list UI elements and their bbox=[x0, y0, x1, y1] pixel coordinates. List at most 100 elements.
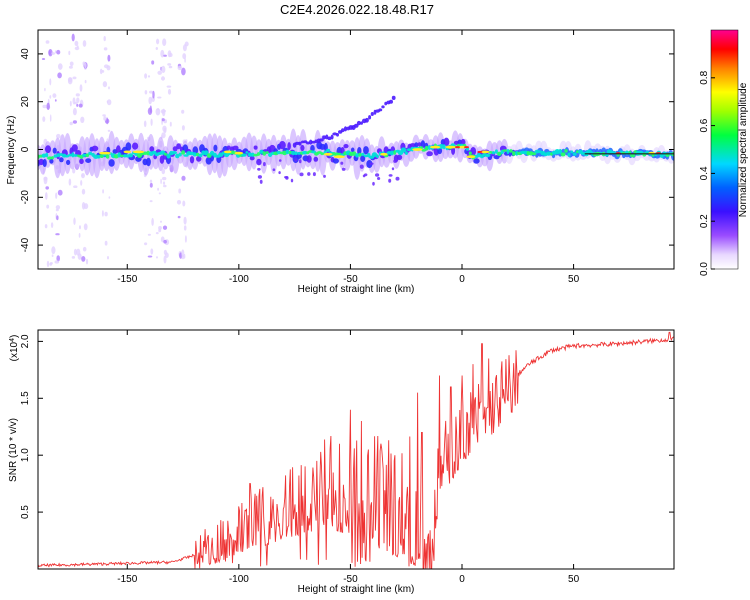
noise-blob bbox=[43, 176, 48, 185]
band-core bbox=[491, 151, 496, 155]
noise-blob bbox=[103, 47, 108, 51]
snr-multiplier-close: ) bbox=[9, 335, 20, 338]
band-core bbox=[389, 150, 394, 156]
scatter-blob bbox=[257, 175, 262, 179]
noise-blob bbox=[72, 120, 77, 124]
band-blob bbox=[493, 155, 500, 160]
band-core bbox=[494, 149, 498, 154]
noise-blob bbox=[55, 233, 60, 236]
heatmap-panel: -150 -100 -50 0 50 -40 -20 0 20 40 Height of str… bbox=[6, 29, 675, 295]
branch-blob bbox=[370, 112, 374, 116]
band-core bbox=[85, 153, 90, 158]
band-blob bbox=[360, 155, 366, 163]
branch-blob bbox=[327, 136, 332, 141]
band-blob bbox=[313, 156, 319, 162]
band-hot-yellow bbox=[380, 152, 388, 156]
scatter-blob bbox=[278, 159, 282, 162]
noise-blob bbox=[56, 133, 61, 139]
band-blob bbox=[414, 142, 419, 148]
band-blob bbox=[279, 141, 286, 150]
noise-blob bbox=[49, 114, 52, 122]
band-blob bbox=[253, 145, 258, 150]
noise-blob bbox=[147, 233, 151, 236]
noise-blob bbox=[107, 54, 111, 62]
band-core bbox=[159, 150, 166, 155]
snr-x-tick-label: 0 bbox=[459, 574, 465, 585]
noise-blob bbox=[181, 67, 186, 76]
colorbar: 0.0 0.2 0.4 0.6 0.8 Normalized spectral ampl… bbox=[699, 29, 749, 276]
branch-blob bbox=[298, 141, 302, 146]
noise-blob bbox=[103, 36, 106, 42]
band-core bbox=[502, 149, 508, 152]
noise-blob bbox=[181, 175, 186, 181]
branch-blob bbox=[319, 138, 324, 142]
noise-blob bbox=[168, 53, 173, 57]
noise-blob bbox=[44, 87, 46, 92]
noise-blob bbox=[143, 120, 147, 128]
band-core bbox=[326, 148, 331, 153]
band-hot-yellow bbox=[123, 150, 132, 154]
noise-blob bbox=[161, 65, 166, 73]
noise-blob bbox=[68, 50, 71, 56]
noise-blob bbox=[80, 180, 83, 186]
band-core bbox=[45, 152, 49, 158]
band-hot-yellow bbox=[223, 150, 232, 154]
noise-blob bbox=[81, 202, 86, 210]
noise-blob bbox=[103, 64, 109, 69]
band-blob bbox=[146, 157, 151, 167]
colorbar-tick-label: 0.6 bbox=[699, 118, 710, 132]
noise-blob bbox=[162, 125, 167, 132]
noise-blob bbox=[106, 117, 108, 125]
band-core bbox=[68, 153, 72, 157]
noise-blob bbox=[51, 246, 56, 255]
noise-blob bbox=[102, 81, 108, 88]
band-core bbox=[297, 152, 301, 155]
noise-blob bbox=[160, 49, 165, 58]
heatmap-y-ticks: -40 -20 0 20 40 bbox=[20, 48, 674, 252]
noise-blob bbox=[104, 240, 108, 246]
band-blob bbox=[159, 155, 165, 164]
noise-blob bbox=[83, 223, 88, 231]
band-core bbox=[526, 151, 530, 156]
noise-blob bbox=[167, 63, 172, 66]
colorbar-tick-label: 0.0 bbox=[699, 262, 710, 276]
noise-blob bbox=[57, 189, 63, 196]
noise-blob bbox=[163, 255, 167, 264]
band-core bbox=[572, 152, 577, 156]
band-blob bbox=[213, 144, 218, 152]
colorbar-ticks: 0.0 0.2 0.4 0.6 0.8 bbox=[699, 70, 715, 276]
noise-blob bbox=[81, 256, 86, 262]
snr-y-tick-label: 2.0 bbox=[20, 334, 31, 348]
band-blob bbox=[396, 154, 403, 160]
noise-blob bbox=[80, 116, 85, 124]
branch-blob bbox=[364, 117, 369, 123]
branch-blob bbox=[309, 139, 313, 145]
noise-blob bbox=[68, 178, 72, 186]
band-blob bbox=[108, 159, 115, 167]
band-blob bbox=[417, 142, 422, 147]
noise-blob bbox=[162, 181, 166, 185]
noise-blob bbox=[41, 58, 46, 60]
snr-multiplier-base: (x10 bbox=[9, 341, 20, 361]
noise-blob bbox=[45, 192, 48, 200]
band-core bbox=[181, 150, 186, 155]
band-core bbox=[406, 148, 413, 152]
band-core bbox=[241, 153, 247, 157]
branch-blob bbox=[341, 128, 345, 133]
scatter-blob bbox=[312, 172, 316, 177]
noise-blob bbox=[71, 256, 76, 259]
heatmap-x-tick-label: 50 bbox=[568, 274, 580, 285]
band-blob bbox=[287, 142, 291, 151]
noise-blob bbox=[57, 72, 62, 79]
noise-blob bbox=[177, 215, 181, 219]
heatmap-x-tick-label: -50 bbox=[343, 274, 358, 285]
noise-blob bbox=[152, 90, 155, 99]
snr-x-tick-label: -50 bbox=[343, 574, 358, 585]
noise-blob bbox=[46, 102, 50, 111]
scatter-blob bbox=[393, 159, 398, 163]
snr-y-ticks: 0.5 1.0 1.5 2.0 bbox=[20, 334, 674, 519]
noise-blob bbox=[151, 217, 154, 226]
noise-blob bbox=[160, 220, 162, 223]
noise-blob bbox=[166, 85, 172, 88]
noise-blob bbox=[45, 40, 50, 44]
